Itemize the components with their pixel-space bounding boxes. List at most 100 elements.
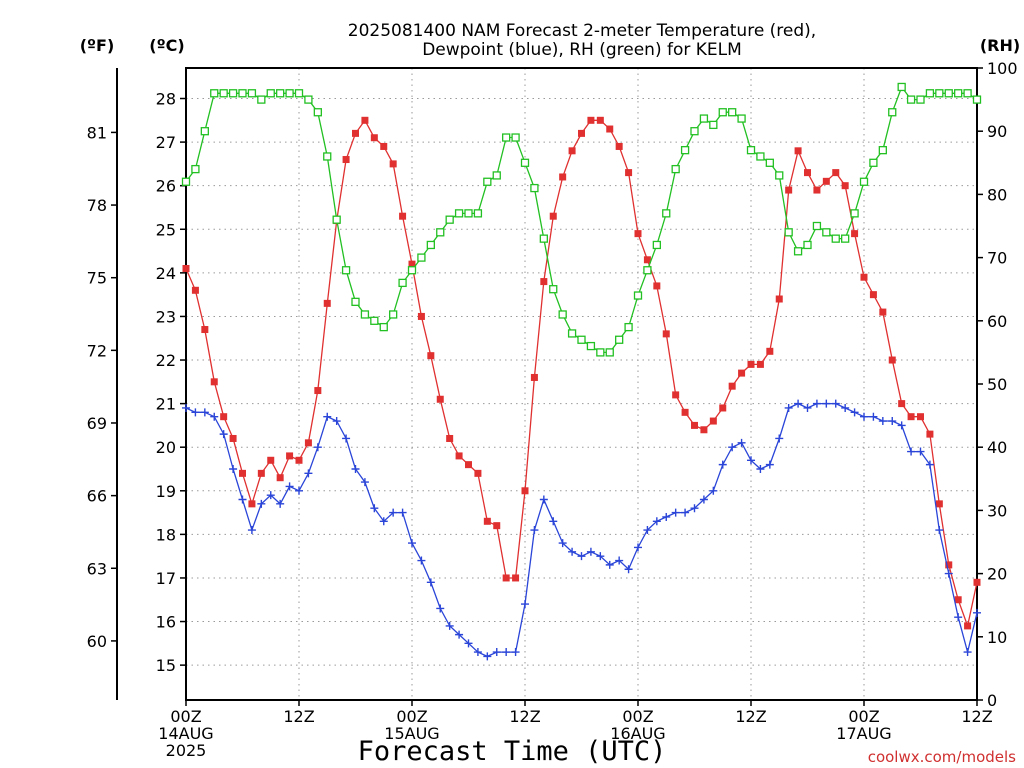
data-point: [436, 604, 445, 613]
celsius-unit-label: (ºC): [149, 36, 184, 55]
data-point: [238, 495, 247, 504]
data-point: [972, 95, 982, 104]
x-tick-label: 00Z: [396, 707, 427, 726]
data-point: [680, 146, 690, 155]
data-point: [897, 82, 906, 92]
data-point: [539, 234, 548, 243]
data-point: [474, 469, 482, 477]
data-point: [201, 326, 209, 334]
data-point: [332, 417, 341, 426]
x-tick-label: 12Z: [961, 707, 992, 726]
data-point: [926, 430, 934, 438]
data-point: [520, 158, 530, 167]
data-point: [841, 234, 850, 243]
x-tick-label: 2025: [166, 741, 207, 760]
data-point: [229, 434, 237, 442]
data-point: [191, 286, 199, 294]
data-point: [578, 129, 585, 137]
x-tick-label: 15AUG: [384, 724, 439, 743]
data-point: [718, 108, 727, 117]
x-tick-label: 12Z: [283, 707, 314, 726]
data-point: [558, 539, 567, 548]
data-point: [492, 648, 501, 657]
data-point: [963, 89, 972, 98]
data-point: [313, 108, 322, 117]
data-point: [662, 512, 671, 521]
data-point: [549, 285, 558, 294]
data-point: [229, 464, 238, 473]
data-point: [577, 335, 586, 344]
data-point: [483, 177, 492, 186]
data-point: [540, 278, 548, 286]
data-point: [181, 177, 191, 186]
data-point: [634, 230, 642, 238]
data-point: [295, 486, 303, 495]
data-point: [182, 264, 190, 272]
data-point: [765, 158, 774, 167]
data-point: [596, 116, 604, 124]
data-point: [916, 447, 925, 456]
x-tick-label: 14AUG: [158, 724, 213, 743]
data-point: [784, 228, 793, 237]
data-point: [493, 522, 501, 530]
x-tick-label: 00Z: [848, 707, 879, 726]
data-point: [370, 316, 379, 325]
data-point: [408, 539, 416, 548]
data-point: [917, 413, 924, 421]
data-point: [775, 171, 784, 180]
data-point: [323, 299, 331, 307]
data-point: [756, 360, 764, 368]
data-point: [803, 403, 812, 412]
data-point: [954, 613, 963, 622]
data-point: [699, 495, 708, 504]
data-point: [898, 400, 906, 408]
data-point: [295, 456, 303, 464]
data-point: [380, 142, 388, 150]
data-point: [248, 500, 256, 508]
rh-tick-label: 30: [987, 501, 1007, 520]
data-point: [191, 408, 200, 417]
data-point: [652, 240, 661, 250]
data-point: [220, 413, 228, 421]
celsius-tick-label: 25: [156, 220, 176, 239]
celsius-tick-label: 18: [156, 525, 176, 544]
data-point: [831, 399, 840, 408]
data-point: [615, 335, 624, 344]
data-point: [869, 412, 878, 421]
data-point: [568, 147, 576, 155]
data-point: [964, 622, 972, 630]
data-point: [389, 508, 398, 517]
data-point: [267, 456, 275, 464]
rh-tick-label: 50: [987, 375, 1007, 394]
data-point: [973, 608, 981, 617]
data-point: [502, 133, 511, 142]
data-point: [606, 125, 614, 133]
data-point: [718, 460, 727, 469]
data-point: [210, 378, 218, 386]
celsius-tick-label: 26: [156, 177, 176, 196]
data-point: [681, 508, 690, 517]
data-point: [417, 312, 425, 320]
data-point: [888, 417, 897, 426]
data-point: [200, 408, 209, 417]
x-tick-label: 00Z: [170, 707, 201, 726]
data-point: [878, 146, 887, 155]
rh-tick-label: 100: [987, 59, 1018, 78]
data-point: [313, 443, 322, 452]
data-point: [897, 421, 906, 430]
data-point: [841, 182, 849, 190]
data-point: [765, 460, 774, 469]
data-point: [332, 215, 341, 224]
data-point: [869, 291, 877, 299]
data-point: [822, 177, 830, 185]
fahrenheit-tick-label: 78: [87, 196, 107, 215]
data-point: [417, 556, 426, 565]
data-point: [586, 341, 596, 351]
data-point: [954, 596, 962, 604]
rh-tick-label: 20: [987, 565, 1007, 584]
data-point: [878, 417, 887, 426]
data-point: [756, 152, 765, 161]
data-point: [794, 147, 802, 155]
x-tick-label: 12Z: [735, 707, 766, 726]
